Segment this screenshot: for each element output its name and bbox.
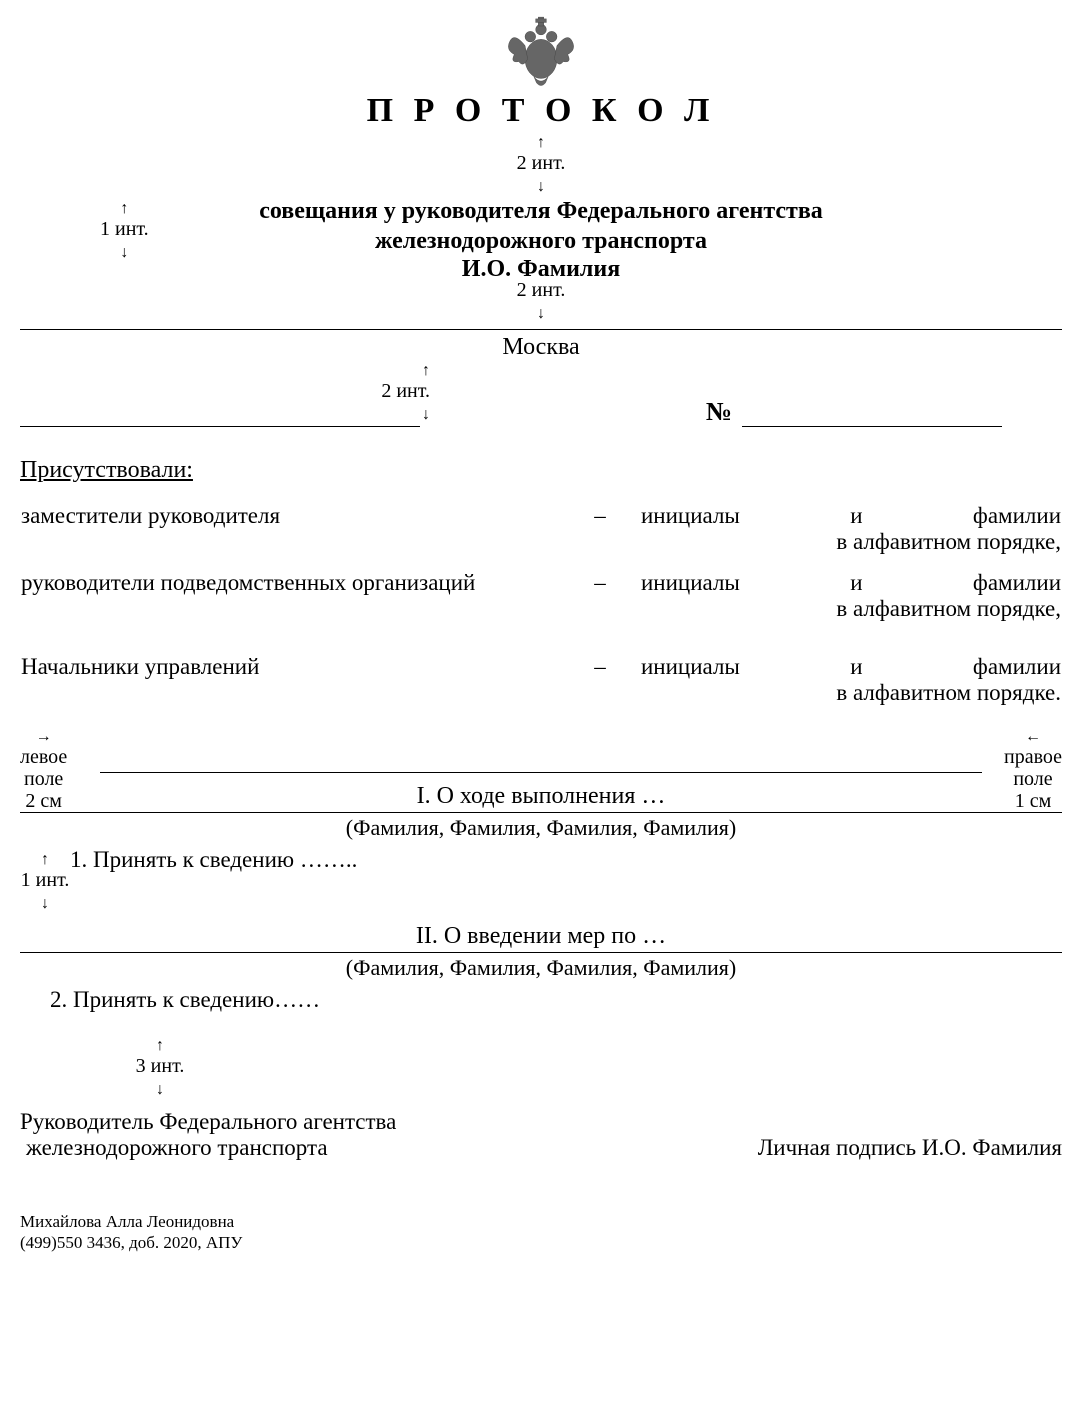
attendee-value: инициалы и фамилиив алфавитном порядке, [640, 569, 1062, 636]
spacing-annotation: 2 инт. ↓ [20, 279, 1062, 323]
attendee-role: руководители подведомственных организаци… [20, 569, 560, 636]
table-row: Начальники управлений – инициалы и фамил… [20, 636, 1062, 720]
dash: – [560, 569, 640, 636]
date-number-row: ↑ 2 инт. ↓ № [20, 371, 1062, 427]
divider [20, 952, 1062, 953]
divider [20, 329, 1062, 330]
attendee-role: Начальники управлений [20, 636, 560, 720]
chairperson-name: И.О. Фамилия [20, 256, 1062, 283]
decision-item-1: 1. Принять к сведению …….. [70, 847, 357, 873]
attendees-table: заместители руководителя – инициалы и фа… [20, 502, 1062, 720]
speakers-list-2: (Фамилия, Фамилия, Фамилия, Фамилия) [20, 955, 1062, 981]
table-row: руководители подведомственных организаци… [20, 569, 1062, 636]
spacing-annotation: ↑ 2 инт. ↓ [20, 130, 1062, 196]
attendee-role: заместители руководителя [20, 502, 560, 569]
divider [100, 772, 982, 773]
document-title: П Р О Т О К О Л [20, 92, 1062, 130]
meeting-subtitle: совещания у руководителя Федерального аг… [20, 196, 1062, 256]
signature-placeholder: Личная подпись И.О. Фамилия [758, 1135, 1062, 1161]
left-margin-note: → левое поле 2 см [20, 724, 67, 812]
spacing-annotation: ↑ 2 инт. ↓ [381, 358, 430, 424]
spacing-annotation: ↑ 1 инт. ↓ [20, 847, 70, 913]
attendee-value: инициалы и фамилиив алфавитном порядке, [640, 502, 1062, 569]
dash: – [560, 636, 640, 720]
signature-block: Руководитель Федерального агентства желе… [20, 1109, 1062, 1161]
divider [20, 812, 1062, 813]
speakers-list-1: (Фамилия, Фамилия, Фамилия, Фамилия) [20, 815, 1062, 841]
city-label: Москва [20, 334, 1062, 361]
spacing-annotation-left: ↑ 1 инт. ↓ [100, 196, 149, 262]
dash: – [560, 502, 640, 569]
state-emblem-icon [20, 10, 1062, 90]
number-label: № [706, 397, 732, 427]
agenda-topic-1: I. О ходе выполнения … [20, 783, 1062, 810]
signatory-role: Руководитель Федерального агентства желе… [20, 1109, 396, 1161]
spacing-annotation: ↑ 3 инт. ↓ [120, 1033, 200, 1099]
agenda-topic-2: II. О введении мер по … [20, 923, 1062, 950]
executor-info: Михайлова Алла Леонидовна (499)550 3436,… [20, 1211, 1062, 1254]
decision-item-2: 2. Принять к сведению…… [20, 987, 1062, 1013]
number-blank [742, 397, 1002, 427]
right-margin-note: ← правое поле 1 см [1004, 724, 1062, 812]
attendees-heading: Присутствовали: [20, 457, 1062, 484]
attendee-value: инициалы и фамилиив алфавитном порядке. [640, 636, 1062, 720]
table-row: заместители руководителя – инициалы и фа… [20, 502, 1062, 569]
date-blank: ↑ 2 инт. ↓ [20, 371, 420, 427]
